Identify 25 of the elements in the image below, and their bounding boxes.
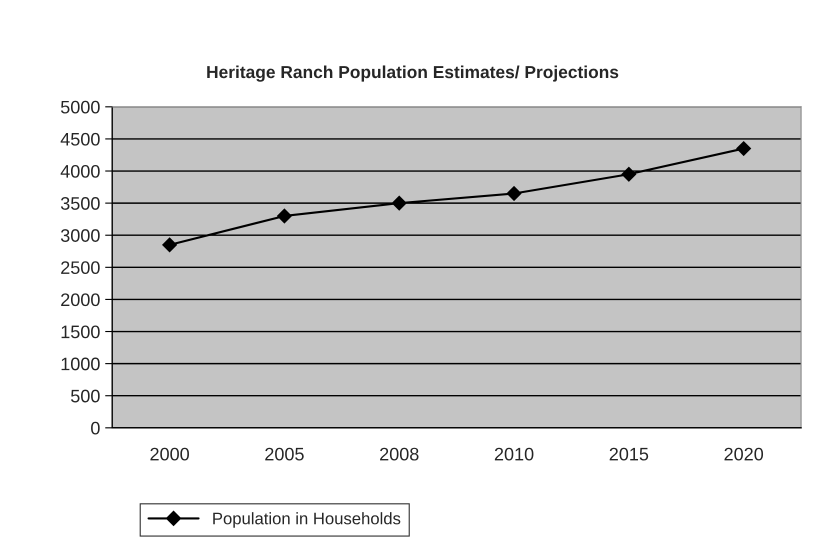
y-tick-label: 2500 bbox=[61, 261, 100, 274]
y-tick-label: 3500 bbox=[60, 197, 100, 210]
point bbox=[736, 141, 752, 156]
y-tick-label: 3000 bbox=[60, 229, 100, 242]
chart-title: Heritage Ranch Population Estimates/ Projections bbox=[207, 65, 618, 82]
y-tick-label: 500 bbox=[70, 390, 100, 402]
y-tick-label: 4500 bbox=[60, 132, 100, 146]
y-tick-label: 0 bbox=[91, 422, 100, 435]
y-tick-label: 2000 bbox=[61, 293, 100, 306]
x-tick-label: 2010 bbox=[494, 448, 534, 461]
x-tick-label: 2015 bbox=[610, 448, 648, 461]
x-tick-label: 2008 bbox=[380, 448, 419, 461]
point bbox=[162, 237, 177, 252]
y-tick-label: 1000 bbox=[62, 358, 100, 370]
point bbox=[621, 166, 636, 182]
y-tick-label: 1500 bbox=[62, 325, 100, 338]
point bbox=[506, 186, 522, 201]
y-tick-label: 4000 bbox=[60, 164, 100, 178]
x-tick-label: 2000 bbox=[150, 448, 189, 461]
y-tick-label: 5000 bbox=[60, 100, 100, 114]
point bbox=[392, 196, 407, 211]
legend-label: Population in Households bbox=[213, 512, 400, 528]
point bbox=[277, 208, 292, 224]
x-tick-label: 2020 bbox=[724, 448, 764, 461]
x-tick-label: 2005 bbox=[265, 448, 304, 461]
